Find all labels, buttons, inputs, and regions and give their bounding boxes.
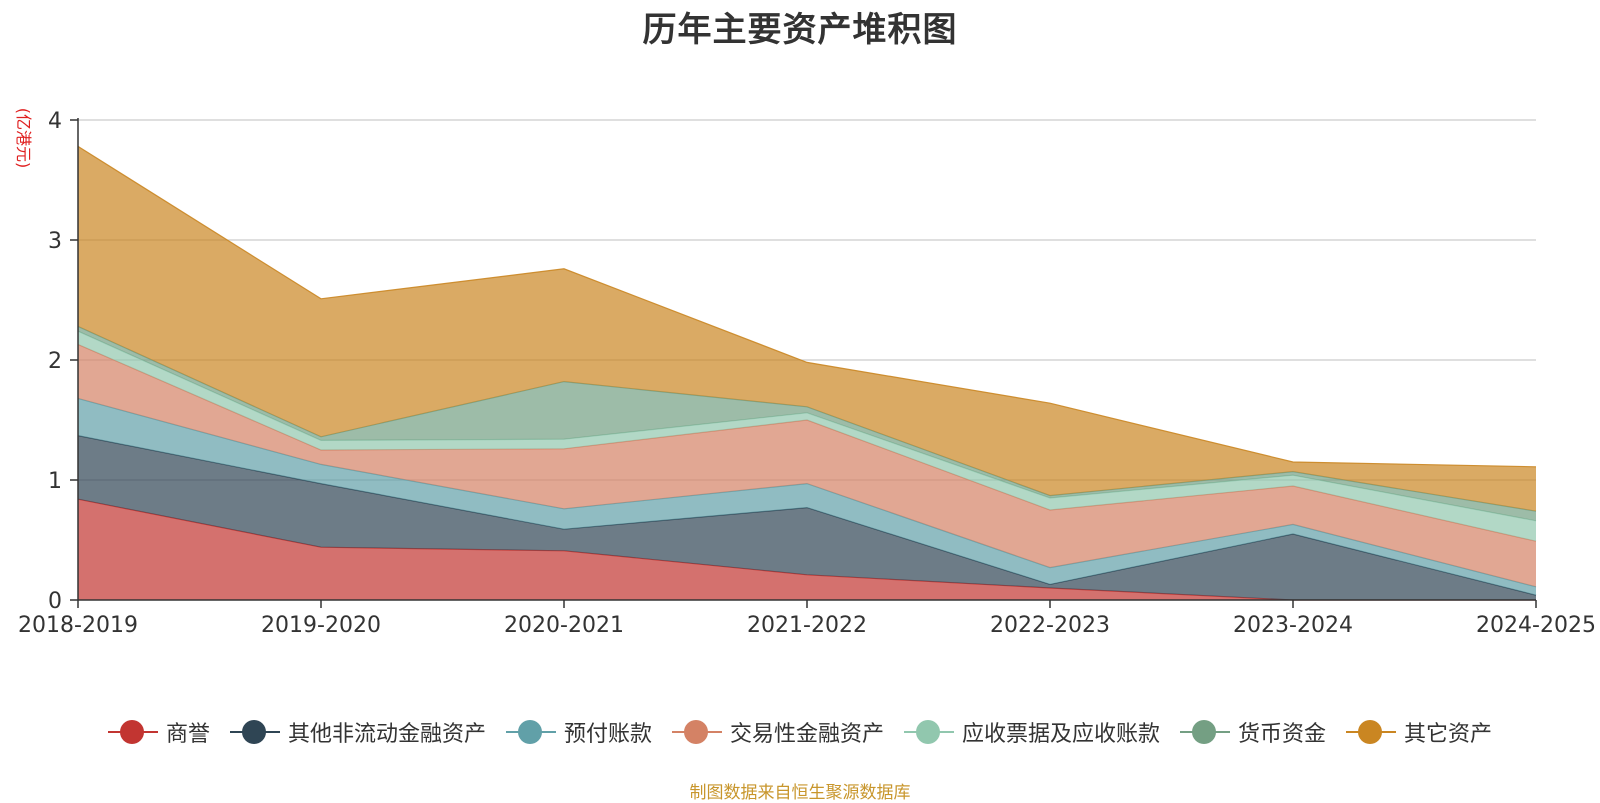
x-tick-label: 2023-2024: [1233, 613, 1353, 638]
data-source-note: 制图数据来自恒生聚源数据库: [689, 783, 911, 803]
legend-label: 其它资产: [1404, 722, 1493, 747]
y-tick-label: 0: [48, 589, 62, 614]
legend-item[interactable]: 应收票据及应收账款: [904, 716, 1160, 748]
legend-label: 商誉: [165, 722, 210, 747]
legend-label: 预付账款: [563, 722, 652, 747]
legend-item[interactable]: 交易性金融资产: [671, 716, 884, 748]
y-axis-unit-label: (亿港元): [14, 108, 33, 169]
chart-title: 历年主要资产堆积图: [642, 10, 958, 50]
legend-label: 其他非流动金融资产: [287, 722, 486, 747]
x-tick-label: 2024-2025: [1476, 613, 1596, 638]
legend-marker-icon: [1180, 719, 1231, 745]
legend-marker-icon: [904, 719, 954, 745]
area-series-1: [78, 499, 1536, 600]
area-series-7: [78, 146, 1536, 512]
legend-item[interactable]: 其它资产: [1346, 716, 1492, 748]
legend-item[interactable]: 商誉: [107, 716, 210, 748]
y-tick-label: 1: [48, 469, 62, 494]
x-tick-label: 2021-2022: [747, 613, 867, 638]
chart-legend: 商誉 其他非流动金融资产 预付账款 交易性金融资产 应收票据及应收账款 货币资金 其它资产: [0, 716, 1600, 748]
legend-marker-icon: [671, 719, 722, 745]
series-line-7: [77, 145, 1537, 468]
legend-item[interactable]: 预付账款: [505, 716, 652, 748]
x-tick-label: 2018-2019: [18, 613, 138, 638]
x-tick-label: 2020-2021: [504, 613, 624, 638]
area-series-4: [78, 344, 1536, 587]
y-tick-label: 4: [48, 109, 62, 134]
legend-item[interactable]: 其他非流动金融资产: [229, 716, 486, 748]
x-tick-label: 2022-2023: [990, 613, 1110, 638]
legend-marker-icon: [107, 719, 158, 745]
y-tick-label: 3: [48, 229, 62, 254]
legend-label: 应收票据及应收账款: [962, 722, 1161, 747]
area-series-5: [78, 331, 1536, 542]
legend-item[interactable]: 货币资金: [1180, 716, 1326, 748]
legend-marker-icon: [505, 719, 556, 745]
legend-label: 货币资金: [1238, 722, 1327, 747]
legend-marker-icon: [1346, 719, 1397, 745]
legend-marker-icon: [229, 719, 280, 745]
legend-label: 交易性金融资产: [729, 722, 884, 747]
x-tick-label: 2019-2020: [261, 613, 381, 638]
y-tick-label: 2: [48, 349, 62, 374]
stacked-area-chart: 0 1 2 3 4 2018-2019 2019-2020 2020-2021 2021-202…: [14, 108, 1596, 638]
area-series-2: [78, 435, 1536, 600]
